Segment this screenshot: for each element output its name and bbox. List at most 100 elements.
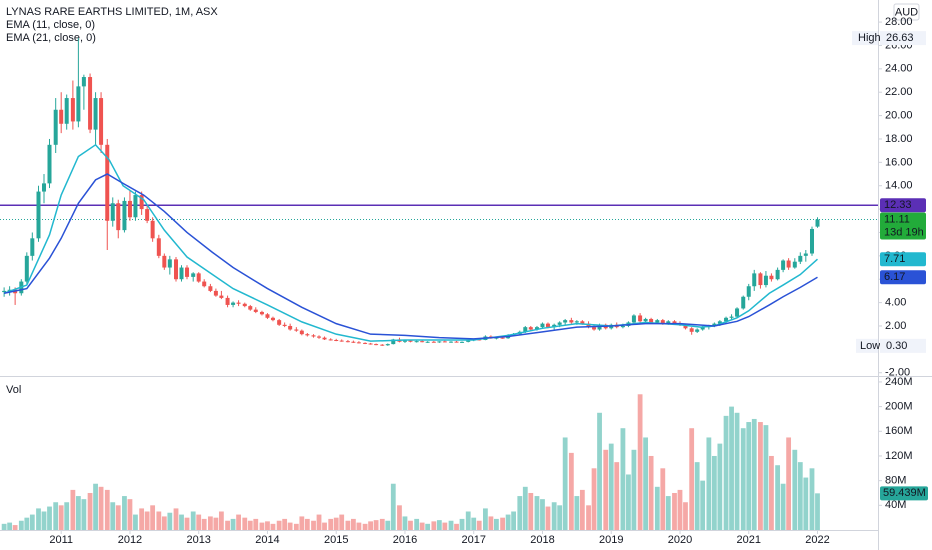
candle-body: [167, 259, 172, 268]
low-value-bg: [880, 338, 926, 353]
y-tick-label: 24.00: [885, 63, 913, 75]
volume-bar: [494, 518, 499, 530]
candle-body: [59, 109, 64, 124]
candle-body: [528, 327, 533, 330]
volume-bar: [390, 483, 396, 530]
candle-body: [786, 260, 791, 268]
volume-bar: [574, 496, 580, 530]
candle-body: [689, 328, 694, 332]
volume-bar: [660, 468, 666, 530]
candle-body: [116, 203, 121, 231]
candle-body: [282, 324, 287, 326]
candle-body: [431, 341, 436, 343]
currency-box: [893, 3, 920, 21]
volume-bar: [471, 517, 477, 530]
volume-bar: [150, 505, 156, 530]
volume-bar: [70, 489, 76, 530]
candle-body: [660, 320, 665, 324]
candle-body: [803, 253, 808, 256]
volume-bar: [683, 502, 688, 530]
volume-bar: [18, 520, 24, 530]
candle-body: [666, 321, 671, 324]
volume-bar: [282, 518, 288, 530]
x-tick-label: 2017: [461, 534, 485, 546]
candle-body: [2, 290, 7, 293]
volume-bar: [218, 511, 224, 530]
volume-bar: [127, 499, 133, 530]
candle-body: [758, 273, 763, 286]
candle-body: [597, 324, 602, 330]
candle-body: [139, 195, 144, 210]
candle-body: [420, 341, 425, 343]
volume-bar: [419, 522, 425, 530]
volume-bar: [167, 512, 173, 530]
volume-bar: [672, 492, 677, 530]
volume-bar: [579, 489, 585, 530]
candle-body: [236, 302, 241, 304]
volume-bar: [133, 514, 138, 530]
volume-bar: [706, 437, 712, 530]
volume-bar: [29, 514, 35, 530]
candle-body: [259, 311, 264, 315]
volume-bar: [677, 489, 683, 530]
volume-bar: [792, 449, 798, 530]
volume-title: Vol: [6, 384, 21, 396]
volume-bar: [293, 523, 299, 530]
x-tick-label: 2015: [324, 534, 348, 546]
volume-bar: [328, 518, 334, 530]
candle-body: [741, 296, 746, 309]
candle-body: [110, 203, 115, 221]
ema-last-label: 7.71: [884, 253, 905, 265]
candle-body: [179, 267, 184, 280]
volume-bar: [431, 521, 437, 530]
x-tick-label: 2012: [118, 534, 142, 546]
high-value: 26.63: [886, 32, 914, 44]
candle-body: [523, 327, 528, 332]
candle-body: [580, 321, 585, 324]
candle-body: [717, 321, 722, 324]
candle-body: [328, 339, 333, 341]
volume-bar: [373, 520, 379, 530]
volume-bar: [746, 422, 752, 530]
volume-bar: [53, 502, 59, 530]
volume-bar: [333, 517, 339, 530]
candle-body: [339, 340, 344, 342]
y-tick-label: 18.00: [885, 133, 913, 145]
x-tick-label: 2022: [805, 534, 829, 546]
low-label: Low: [860, 340, 880, 352]
candle-body: [672, 321, 677, 324]
volume-bar: [436, 520, 442, 530]
volume-bar: [528, 492, 534, 530]
candle-body: [798, 255, 803, 262]
volume-bar: [179, 514, 184, 530]
candle-body: [408, 340, 413, 342]
volume-bar: [1, 523, 7, 530]
volume-bar: [786, 437, 792, 530]
candle-body: [242, 303, 247, 307]
volume-bar: [265, 521, 270, 530]
y-tick-label: -2.00: [885, 367, 910, 379]
y-tick-label: 20.00: [885, 109, 913, 121]
y-tick-label: 200M: [885, 401, 913, 413]
volume-bar: [483, 508, 488, 530]
volume-bar: [304, 518, 310, 530]
candle-body: [545, 323, 550, 328]
candle-body: [70, 98, 75, 122]
candle-body: [380, 344, 385, 346]
volume-bar: [64, 502, 70, 530]
volume-bar: [734, 412, 740, 530]
x-tick-label: 2019: [599, 534, 623, 546]
candle-body: [36, 191, 41, 239]
candle-body: [99, 98, 104, 145]
y-tick-label: 120M: [885, 450, 913, 462]
y-tick-label: 28.00: [885, 16, 913, 28]
volume-last-bg: [880, 486, 928, 501]
volume-bar: [620, 428, 626, 530]
candle-body: [569, 320, 574, 323]
volume-bar: [225, 520, 230, 530]
candle-body: [64, 98, 69, 124]
volume-bar: [201, 518, 207, 530]
candle-body: [466, 340, 471, 342]
candle-body: [437, 341, 442, 343]
volume-bar: [122, 496, 127, 530]
